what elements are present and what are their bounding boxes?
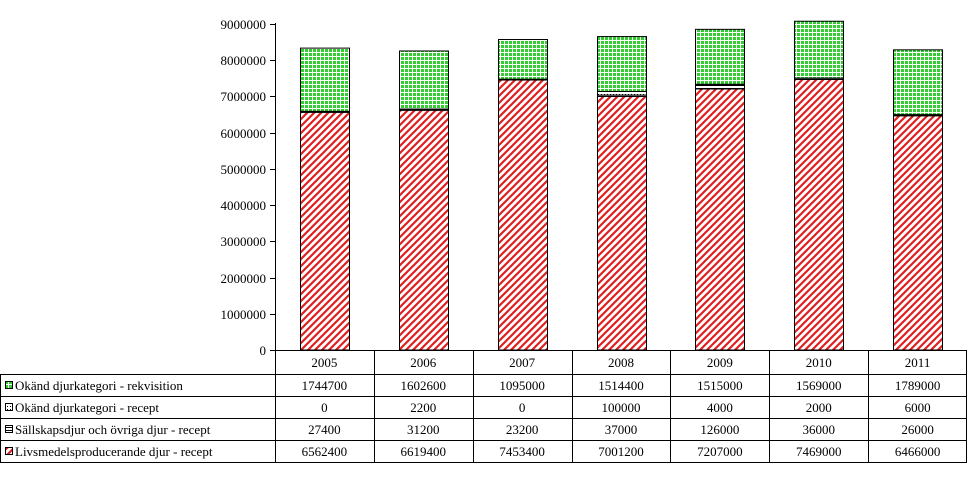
bars	[300, 20, 943, 351]
x-tick-label: 2011	[905, 355, 931, 370]
data-label: 1569000	[796, 378, 842, 393]
data-label: 100000	[602, 400, 641, 415]
data-label: 1514400	[598, 378, 644, 393]
data-label: 7207000	[697, 444, 743, 459]
data-label: 31200	[407, 422, 440, 437]
legend-key-okand-djurkategori-recept	[5, 403, 13, 411]
x-tick-label: 2009	[707, 355, 733, 370]
data-table: 2005 2006 2007 2008 2009 2010 2011 Okänd djurka…	[0, 350, 967, 463]
legend-label-okand-djurkategori-recept: Okänd djurkategori - recept	[15, 400, 159, 415]
data-label: 6562400	[302, 444, 348, 459]
y-tick-label: 1000000	[221, 307, 267, 322]
legend-key-livsmedelsproducerande-djur-recept	[5, 447, 13, 455]
data-label: 26000	[901, 422, 934, 437]
x-tick-label: 2010	[806, 355, 832, 370]
bar-segment-okand-djurkategori-rekvisition-2005	[300, 47, 350, 112]
bar-segment-okand-djurkategori-rekvisition-2009	[695, 28, 745, 85]
y-tick-label: 7000000	[221, 89, 267, 104]
data-label: 7453400	[499, 444, 545, 459]
y-tick-label: 6000000	[221, 126, 267, 141]
y-tick-label: 9000000	[221, 17, 267, 32]
data-label: 1744700	[302, 378, 348, 393]
bar-segment-livsmedelsproducerande-djur-recept-2011	[893, 115, 943, 351]
bar-segment-livsmedelsproducerande-djur-recept-2010	[794, 78, 844, 351]
data-label: 126000	[700, 422, 739, 437]
data-label: 6619400	[401, 444, 447, 459]
legend-key-okand-djurkategori-rekvisition	[5, 381, 13, 389]
y-tick-label: 5000000	[221, 162, 267, 177]
data-label: 37000	[605, 422, 638, 437]
y-tick-label: 4000000	[221, 198, 267, 213]
bar-segment-livsmedelsproducerande-djur-recept-2008	[597, 95, 647, 351]
data-label: 7001200	[598, 444, 644, 459]
y-tick-label: 2000000	[221, 271, 267, 286]
data-label: 1515000	[697, 378, 743, 393]
x-tick-label: 2008	[608, 355, 634, 370]
data-label: 0	[321, 400, 328, 415]
data-label: 2200	[410, 400, 436, 415]
data-label: 7469000	[796, 444, 842, 459]
bar-segment-okand-djurkategori-recept-2008	[597, 90, 647, 96]
data-label: 1095000	[499, 378, 545, 393]
y-tick-label: 3000000	[221, 234, 267, 249]
bar-segment-sallskapsdjur-och-ovriga-djur-recept-2009	[695, 83, 745, 90]
data-label: 0	[519, 400, 526, 415]
data-label: 1789000	[895, 378, 941, 393]
bar-segment-okand-djurkategori-rekvisition-2007	[498, 39, 548, 80]
data-label: 4000	[707, 400, 733, 415]
y-axis: 0 1000000 2000000 3000000 4000000 5000000 6000…	[221, 17, 276, 358]
bar-segment-okand-djurkategori-rekvisition-2010	[794, 20, 844, 79]
x-tick-label: 2005	[311, 355, 337, 370]
data-label: 6000	[905, 400, 931, 415]
legend-label-sallskapsdjur-och-ovriga-djur-recept: Sällskapsdjur och övriga djur - recept	[15, 422, 211, 437]
legend-key-sallskapsdjur-och-ovriga-djur-recept	[5, 425, 13, 433]
y-tick-label: 0	[260, 343, 267, 358]
x-tick-label: 2007	[509, 355, 536, 370]
bar-segment-livsmedelsproducerande-djur-recept-2007	[498, 79, 548, 351]
bar-segment-livsmedelsproducerande-djur-recept-2006	[399, 109, 449, 351]
data-label: 2000	[806, 400, 832, 415]
bar-segment-okand-djurkategori-rekvisition-2006	[399, 50, 449, 110]
data-label: 23200	[506, 422, 539, 437]
bar-segment-livsmedelsproducerande-djur-recept-2005	[300, 111, 350, 351]
data-label: 27400	[308, 422, 341, 437]
bar-segment-okand-djurkategori-rekvisition-2011	[893, 49, 943, 116]
legend-label-livsmedelsproducerande-djur-recept: Livsmedelsproducerande djur - recept	[15, 444, 213, 459]
bar-segment-okand-djurkategori-rekvisition-2008	[597, 36, 647, 92]
data-label: 1602600	[401, 378, 447, 393]
y-tick-label: 8000000	[221, 53, 267, 68]
bar-segment-livsmedelsproducerande-djur-recept-2009	[695, 88, 745, 351]
legend-label-okand-djurkategori-rekvisition: Okänd djurkategori - rekvisition	[15, 378, 183, 393]
data-label: 36000	[802, 422, 835, 437]
x-tick-label: 2006	[410, 355, 437, 370]
data-label: 6466000	[895, 444, 941, 459]
